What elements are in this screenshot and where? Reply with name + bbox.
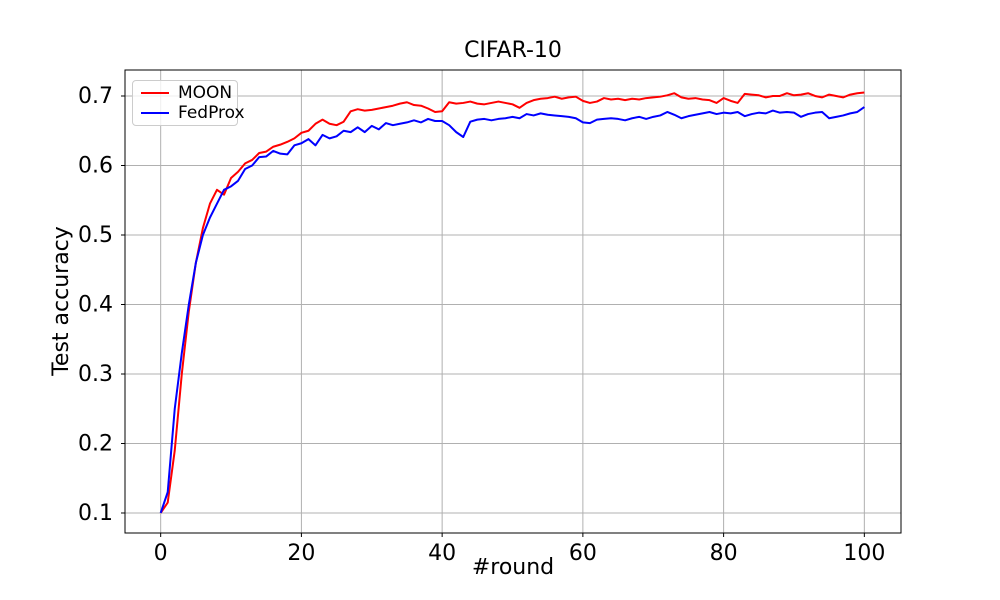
x-axis-label: #round — [471, 555, 555, 580]
legend-label-fedprox: FedProx — [178, 103, 245, 123]
x-tick-label: 60 — [569, 541, 597, 566]
chart-title: CIFAR-10 — [464, 38, 562, 63]
legend: MOON FedProx — [132, 80, 245, 126]
y-tick-label: 0.6 — [78, 153, 113, 178]
legend-item-moon: MOON — [133, 83, 237, 103]
y-tick-label: 0.2 — [78, 431, 113, 456]
x-tick-label: 40 — [428, 541, 456, 566]
legend-item-fedprox: FedProx — [133, 103, 245, 123]
y-tick-label: 0.5 — [78, 223, 113, 248]
moon-line-swatch — [141, 91, 169, 95]
fedprox-line — [159, 106, 865, 514]
y-tick-label: 0.3 — [78, 362, 113, 387]
legend-label-moon: MOON — [178, 83, 233, 103]
x-tick-label: 80 — [710, 541, 738, 566]
y-tick-label: 0.4 — [78, 292, 113, 317]
y-tick-label: 0.7 — [78, 84, 113, 109]
axes-spines — [124, 69, 902, 534]
moon-line — [159, 91, 865, 514]
x-tick-label: 0 — [154, 541, 168, 566]
y-axis-label: Test accuracy — [49, 226, 74, 376]
x-tick-label: 100 — [843, 541, 885, 566]
x-tick-label: 20 — [287, 541, 315, 566]
y-tick-label: 0.1 — [78, 501, 113, 526]
fedprox-line-swatch — [141, 111, 169, 115]
